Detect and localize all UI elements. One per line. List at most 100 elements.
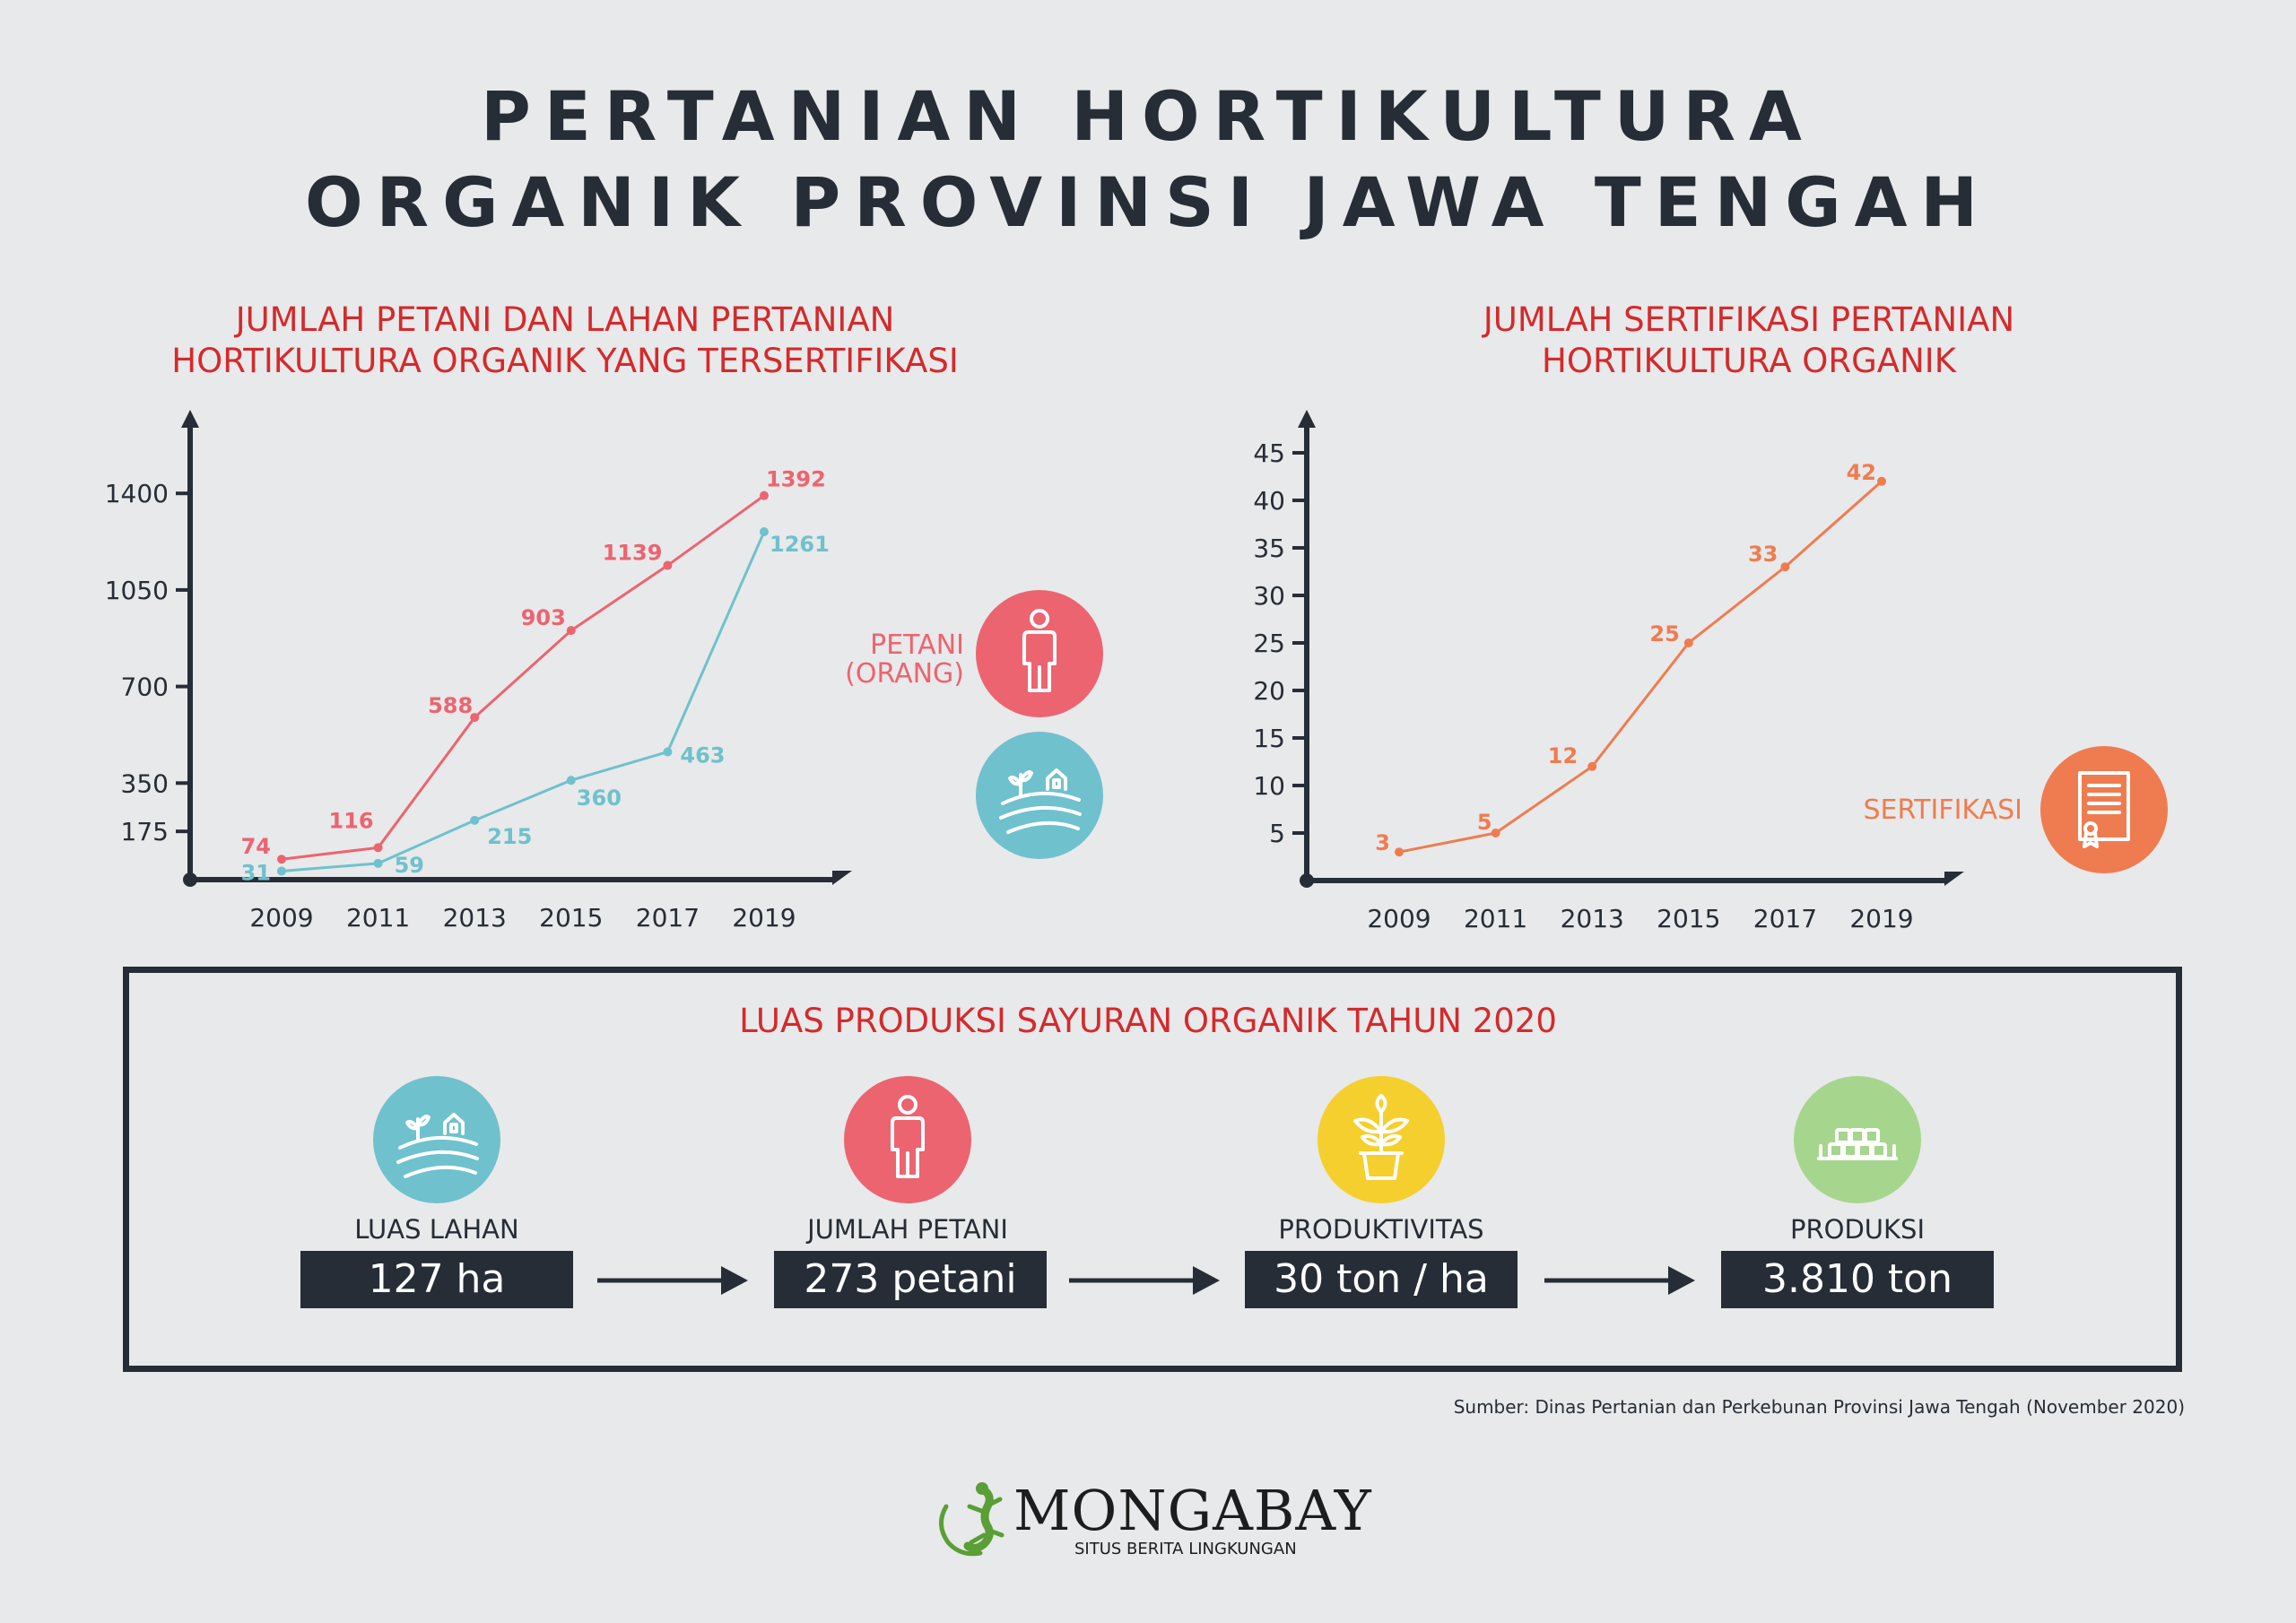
production-panel (123, 967, 2182, 1372)
chart1-series-0-line (281, 494, 765, 861)
produksi-icon (1794, 1076, 1921, 1203)
chart2-x-tick-label: 2011 (1464, 904, 1527, 933)
chart1-series-1-data-label: 215 (487, 824, 532, 849)
farmland-icon (396, 1113, 479, 1178)
chart1-y-tick-label: 175 (121, 817, 169, 846)
chart2-series-0-point (1683, 638, 1693, 647)
chart2-series-0-data-label: 42 (1847, 460, 1876, 485)
chart1-series-1-data-label: 463 (680, 743, 725, 768)
chart2-x-tick-label: 2009 (1367, 904, 1431, 933)
luas-lahan-icon (373, 1076, 500, 1203)
chart2-y-axis-arrow (1298, 410, 1316, 428)
chart2-series-0-point (1587, 761, 1597, 771)
chart2-x-tick-label: 2015 (1657, 904, 1720, 933)
chart1-series-0-data-label: 1392 (766, 467, 826, 492)
chart2-title-line1: JUMLAH SERTIFIKASI PERTANIAN (1483, 300, 2015, 339)
chart2-origin-dot (1300, 873, 1314, 888)
chart2-x-tick-label: 2013 (1561, 904, 1624, 933)
legend-petani-icon (976, 590, 1103, 717)
jumlah-petani-value: 273 petani (774, 1251, 1047, 1308)
legend-sertifikasi-label: SERTIFIKASI (1863, 794, 2023, 826)
legend-petani-line1: PETANI (870, 629, 964, 661)
chart2-y-tick-label: 25 (1253, 629, 1285, 658)
chart2-y-tick-label: 15 (1253, 724, 1285, 753)
chart1-series-0-data-label: 588 (428, 693, 473, 718)
legend-petani-label: PETANI (ORANG) (807, 631, 964, 689)
chart1-y-axis-arrow (181, 410, 199, 428)
logo-name: MONGABAY (1013, 1478, 1372, 1543)
chart2-title: JUMLAH SERTIFIKASI PERTANIAN HORTIKULTUR… (1300, 299, 2197, 382)
chart2-y-tick-label: 45 (1253, 438, 1285, 468)
chart1-series-0-data-label: 1139 (603, 541, 663, 566)
chart1-series-1-point (277, 866, 286, 876)
chart1-title: JUMLAH PETANI DAN LAHAN PERTANIAN HORTIK… (117, 299, 1013, 382)
chart1-series-1-point (373, 858, 383, 868)
chart2-title-line2: HORTIKULTURA ORGANIK (1542, 342, 1956, 380)
produktivitas-label: PRODUKTIVITAS (1278, 1214, 1484, 1245)
person-icon (1022, 609, 1057, 692)
flow-arrow-3 (1544, 1266, 1695, 1295)
luas-lahan-value: 127 ha (300, 1251, 573, 1308)
chart1-series-0-point (760, 490, 769, 500)
chart2-series-0-point (1395, 847, 1404, 857)
chart1-series-1-point (566, 776, 576, 785)
chart1-series-1-data-label: 360 (577, 785, 622, 811)
chart2-series-0-data-label: 25 (1649, 621, 1679, 647)
chart2-y-tick-label: 35 (1253, 534, 1285, 563)
logo-tagline: SITUS BERITA LINGKUNGAN (1074, 1540, 1297, 1558)
chart1-y-tick-label: 700 (121, 673, 169, 702)
page-title: PERTANIAN HORTIKULTURA ORGANIK PROVINSI … (0, 74, 2296, 246)
chart1-x-axis-arrow (832, 871, 852, 885)
legend-farmland-icon (976, 732, 1103, 859)
chart1-y-tick-label: 350 (121, 768, 169, 798)
chart1-x-tick-label: 2011 (346, 903, 410, 933)
chart1-series-1-point (663, 747, 673, 757)
chart1-series-1-point (470, 815, 480, 825)
chart2-series-0-point (1491, 829, 1500, 838)
chart2-series-0-point (1877, 476, 1886, 486)
harvest-icon (1817, 1128, 1898, 1160)
chart1-series-0-point (566, 626, 576, 636)
produktivitas-value: 30 ton / ha (1245, 1251, 1518, 1308)
luas-lahan-label: LUAS LAHAN (354, 1214, 519, 1245)
jumlah-petani-label: JUMLAH PETANI (807, 1214, 1008, 1245)
chart1-x-tick-label: 2019 (732, 903, 796, 933)
chart1-origin-dot (183, 872, 197, 887)
chart2-series-0-data-label: 12 (1548, 743, 1578, 768)
source-note: Sumber: Dinas Pertanian dan Perkebunan P… (1453, 1396, 2185, 1418)
chart1-y-tick-label: 1400 (105, 479, 169, 508)
chart2-series-0-data-label: 3 (1375, 830, 1390, 855)
chart1-x-tick-label: 2009 (249, 903, 313, 933)
chart2-series-0-data-label: 5 (1477, 810, 1492, 835)
chart1-series-1-data-label: 31 (241, 860, 271, 885)
chart1-series-1-line (281, 531, 766, 872)
mongabay-logo: MONGABAY SITUS BERITA LINGKUNGAN (924, 1480, 1372, 1560)
chart2-x-tick-label: 2017 (1753, 904, 1817, 933)
chart2-series-0-point (1780, 562, 1790, 572)
chart1-series-0-point (470, 713, 480, 723)
flow-arrow-1 (597, 1266, 748, 1295)
produktivitas-icon (1318, 1076, 1445, 1203)
chart1-series-1-point (760, 526, 769, 536)
chart2-y-tick-label: 40 (1253, 486, 1285, 516)
chart1-series-0-point (663, 560, 673, 570)
chart1-title-line1: JUMLAH PETANI DAN LAHAN PERTANIAN (235, 300, 895, 339)
chart1-series-1-data-label: 1261 (770, 532, 830, 557)
legend-petani-line2: (ORANG) (845, 658, 964, 690)
chart2-x-tick-label: 2019 (1849, 904, 1913, 933)
chart2-series-0-data-label: 33 (1748, 542, 1778, 567)
gecko-logo-icon (939, 1482, 1004, 1557)
page-title-line2: ORGANIK PROVINSI JAWA TENGAH (304, 162, 1992, 242)
flow-arrow-2 (1069, 1266, 1220, 1295)
chart1-y-tick-label: 1050 (105, 576, 169, 605)
production-title: LUAS PRODUKSI SAYURAN ORGANIK TAHUN 2020 (739, 1002, 1557, 1040)
jumlah-petani-icon (844, 1076, 971, 1203)
farmland-icon (999, 768, 1082, 834)
chart1-x-tick-label: 2015 (539, 903, 603, 933)
person-icon (891, 1095, 925, 1178)
chart2-x-axis-arrow (1944, 872, 1964, 886)
chart1-x-tick-label: 2013 (443, 903, 507, 933)
chart2-y-tick-label: 10 (1253, 771, 1285, 801)
potted-plant-icon (1353, 1094, 1409, 1180)
